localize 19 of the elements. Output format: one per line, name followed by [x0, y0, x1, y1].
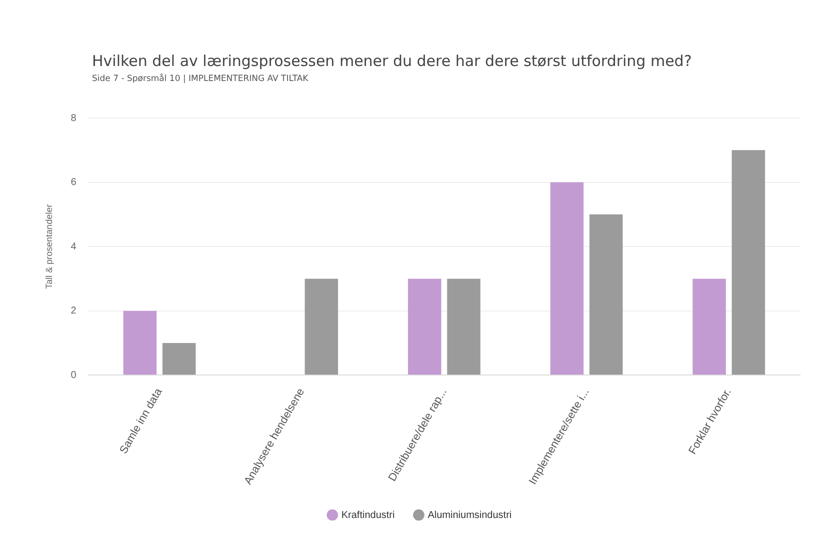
bar: [162, 342, 196, 375]
bar: [589, 214, 623, 375]
y-tick-label: 4: [70, 241, 77, 252]
bar: [304, 278, 338, 375]
bar: [447, 278, 480, 375]
y-tick-label: 6: [70, 177, 77, 188]
legend-label: Kraftindustri: [341, 510, 395, 521]
bar: [408, 278, 442, 375]
chart-subtitle: Side 7 - Spørsmål 10 | IMPLEMENTERING AV TILTAK: [92, 74, 308, 84]
legend-label: Aluminiumsindustri: [428, 510, 512, 521]
y-tick-label: 0: [70, 370, 77, 381]
y-tick-label: 8: [70, 112, 77, 124]
y-axis-title: Tall & prosentandeler: [44, 204, 54, 289]
chart-title: Hvilken del av læringsprosessen mener du dere har dere størst utfordring med?: [92, 52, 692, 70]
bar: [692, 278, 726, 375]
bar: [550, 182, 584, 375]
bar: [732, 150, 766, 375]
bar: [123, 310, 157, 375]
y-tick-label: 2: [70, 306, 77, 317]
